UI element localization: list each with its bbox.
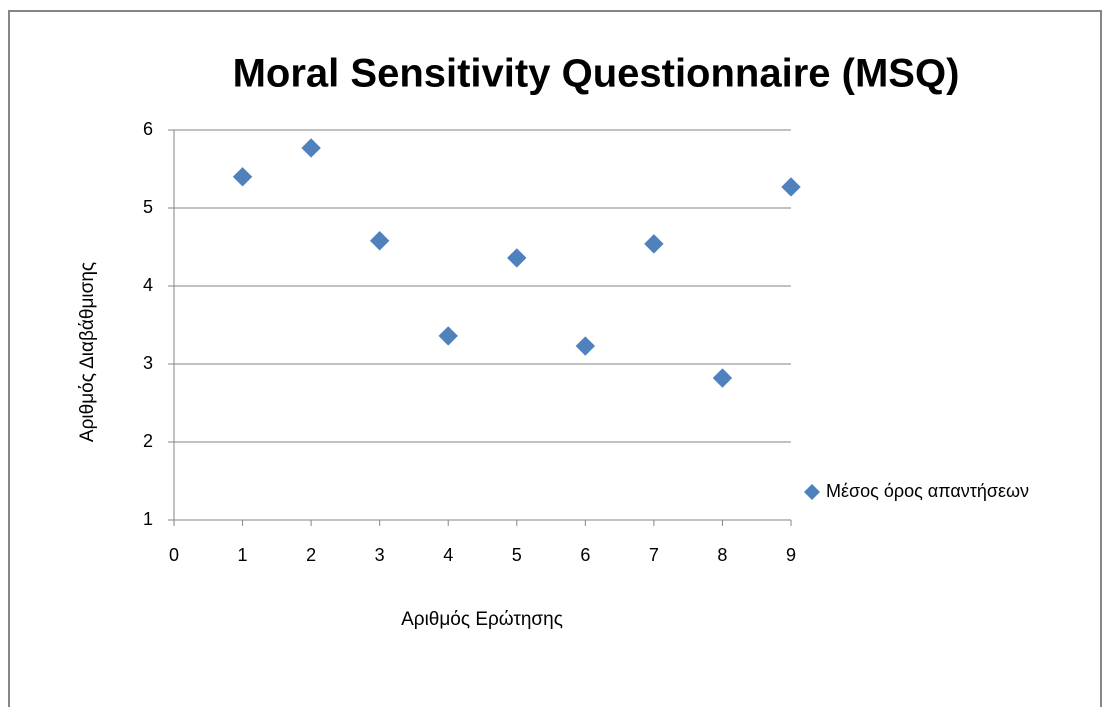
y-tick-label: 6 <box>143 119 153 139</box>
x-tick-label: 4 <box>443 545 453 565</box>
y-axis-label: Αριθμός Διαβάθμισης <box>77 262 98 442</box>
x-tick-label: 9 <box>786 545 796 565</box>
y-tick-label: 5 <box>143 197 153 217</box>
point <box>301 138 321 158</box>
legend-label: Μέσος όρος απαντήσεων <box>826 481 1029 501</box>
point <box>438 326 458 346</box>
x-axis-label: Αριθμός Ερώτησης <box>401 609 563 630</box>
point <box>369 231 390 251</box>
y-tick-label: 1 <box>143 509 153 529</box>
x-tick-label: 6 <box>580 545 590 565</box>
x-tick-label: 3 <box>375 545 385 565</box>
x-tick-label: 8 <box>717 545 727 565</box>
x-tick-label: 1 <box>238 545 248 565</box>
x-tick-label: 5 <box>512 545 522 565</box>
x-tick-label: 0 <box>169 545 179 565</box>
x-tick-label: 7 <box>649 545 659 565</box>
y-tick-label: 2 <box>143 431 153 451</box>
point <box>712 368 733 388</box>
point <box>781 177 801 197</box>
x-tick-label: 2 <box>306 545 316 565</box>
point <box>644 234 664 254</box>
chart-title: Moral Sensitivity Questionnaire (MSQ) <box>233 52 960 96</box>
point <box>507 248 527 268</box>
point <box>575 336 596 356</box>
chart-frame <box>8 10 1102 707</box>
point <box>232 167 253 187</box>
legend-marker <box>804 484 820 500</box>
y-tick-label: 3 <box>143 353 153 373</box>
y-tick-label: 4 <box>143 275 153 295</box>
